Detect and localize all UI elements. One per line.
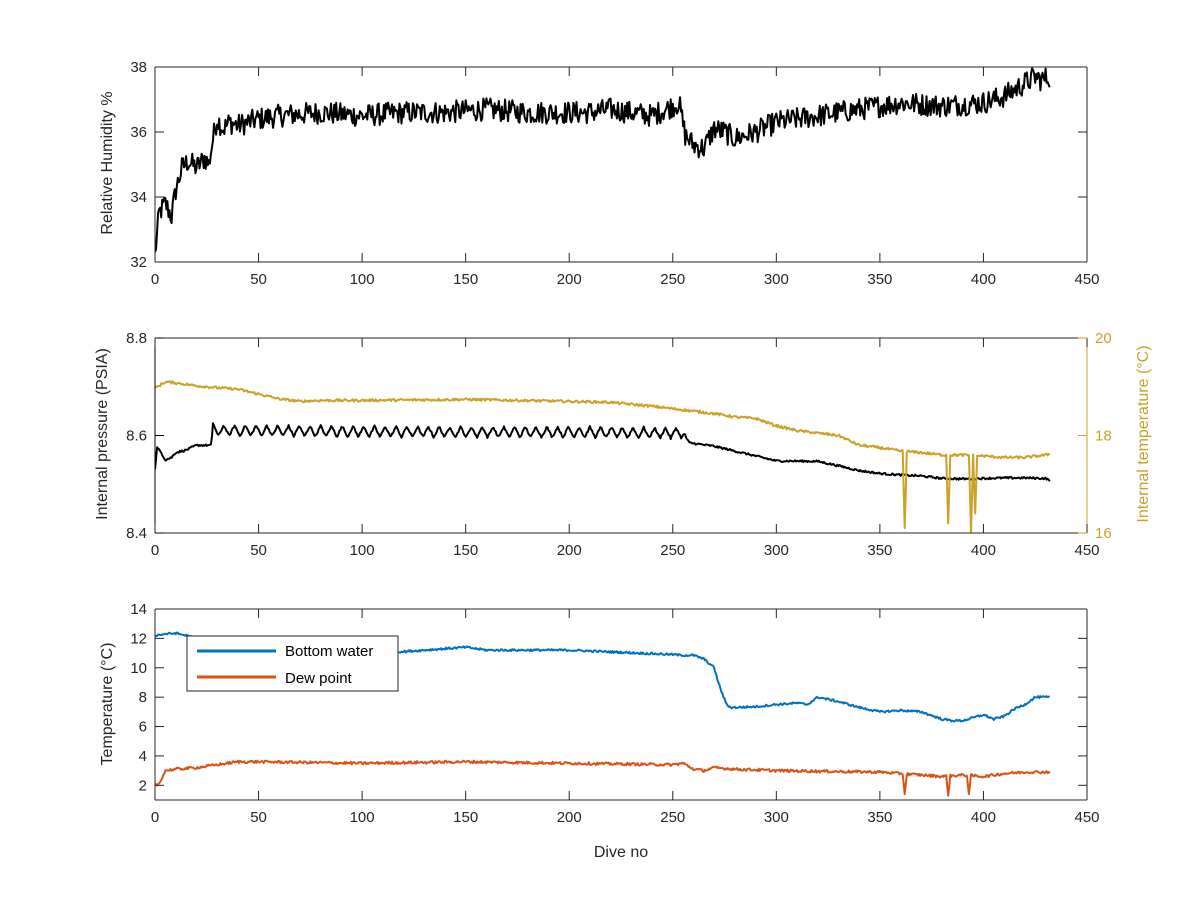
pressure-x-tick-label: 250: [660, 542, 685, 559]
temperature-x-tick-label: 100: [350, 809, 375, 826]
pressure-x-tick-label: 200: [557, 542, 582, 559]
temperature-y-axis-label: Temperature (°C): [99, 643, 116, 766]
pressure-x-tick-label: 100: [350, 542, 375, 559]
pressure-y-tick-label: 8.8: [126, 330, 147, 347]
pressure-x-tick-label: 450: [1074, 542, 1099, 559]
pressure-y-axis-label: Internal pressure (PSIA): [94, 348, 111, 520]
humidity-x-tick-label: 150: [453, 271, 478, 288]
temperature-x-tick-label: 250: [660, 809, 685, 826]
temperature-x-tick-label: 0: [151, 809, 159, 826]
humidity-series-0-line: [155, 67, 1051, 253]
pressure-x-tick-label: 350: [867, 542, 892, 559]
legend-box: [186, 635, 399, 692]
humidity-y-axis-label: Relative Humidity %: [99, 91, 116, 234]
temperature-x-tick-label: 450: [1074, 809, 1099, 826]
humidity-x-tick-label: 250: [660, 271, 685, 288]
humidity-panel: Relative Humidity % 0 50 100 150 200 250 300 35…: [99, 59, 1100, 288]
pressure-y2-tick-label: 20: [1095, 330, 1112, 347]
pressure-series-0-line: [155, 422, 1051, 482]
humidity-y-tick-label: 38: [130, 59, 147, 76]
temperature-x-tick-label: 300: [764, 809, 789, 826]
pressure-series-1-line: [155, 380, 1051, 533]
humidity-y-tick-label: 34: [130, 189, 147, 206]
temperature-y-tick-label: 12: [130, 630, 147, 647]
legend-label-bottom-water: Bottom water: [285, 643, 373, 660]
temperature-y-tick-label: 4: [139, 748, 147, 765]
humidity-x-tick-label: 50: [250, 271, 267, 288]
pressure-y-tick-label: 8.6: [126, 428, 147, 445]
humidity-x-tick-label: 300: [764, 271, 789, 288]
humidity-x-tick-label: 0: [151, 271, 159, 288]
humidity-y-tick-label: 32: [130, 254, 147, 271]
temperature-x-tick-label: 200: [557, 809, 582, 826]
pressure-x-tick-label: 0: [151, 542, 159, 559]
humidity-x-tick-label: 200: [557, 271, 582, 288]
temperature-y-tick-label: 2: [139, 777, 147, 794]
temperature-y-tick-label: 6: [139, 719, 147, 736]
humidity-y-tick-label: 36: [130, 124, 147, 141]
temperature-y-tick-label: 14: [130, 601, 147, 618]
humidity-x-tick-label: 400: [971, 271, 996, 288]
temperature-x-tick-label: 350: [867, 809, 892, 826]
temperature-x-tick-label: 150: [453, 809, 478, 826]
pressure-x-tick-label: 50: [250, 542, 267, 559]
temperature-panel: Temperature (°C) Dive no 0 50 100 150 200 250…: [99, 601, 1100, 861]
pressure-series-group: [155, 380, 1051, 533]
internal-temperature-y-axis-label: Internal temperature (°C): [1135, 345, 1152, 522]
pressure-y-tick-label: 8.4: [126, 525, 147, 542]
pressure-x-tick-label: 150: [453, 542, 478, 559]
pressure-x-tick-label: 300: [764, 542, 789, 559]
x-axis-label-dive-no: Dive no: [594, 844, 648, 861]
humidity-x-tick-label: 450: [1074, 271, 1099, 288]
humidity-x-tick-label: 350: [867, 271, 892, 288]
legend: Bottom water Dew point: [186, 635, 399, 692]
temperature-x-tick-label: 400: [971, 809, 996, 826]
legend-label-dew-point: Dew point: [285, 670, 353, 687]
temperature-y-tick-label: 10: [130, 660, 147, 677]
pressure-x-tick-label: 400: [971, 542, 996, 559]
humidity-series-group: [155, 67, 1051, 253]
pressure-y2-tick-label: 16: [1095, 525, 1112, 542]
temperature-y-tick-label: 8: [139, 689, 147, 706]
pressure-temperature-panel: Internal pressure (PSIA) Internal temper…: [94, 330, 1152, 559]
dew-point-line: [155, 759, 1051, 797]
pressure-y2-tick-label: 18: [1095, 428, 1112, 445]
humidity-x-tick-label: 100: [350, 271, 375, 288]
temperature-x-tick-label: 50: [250, 809, 267, 826]
